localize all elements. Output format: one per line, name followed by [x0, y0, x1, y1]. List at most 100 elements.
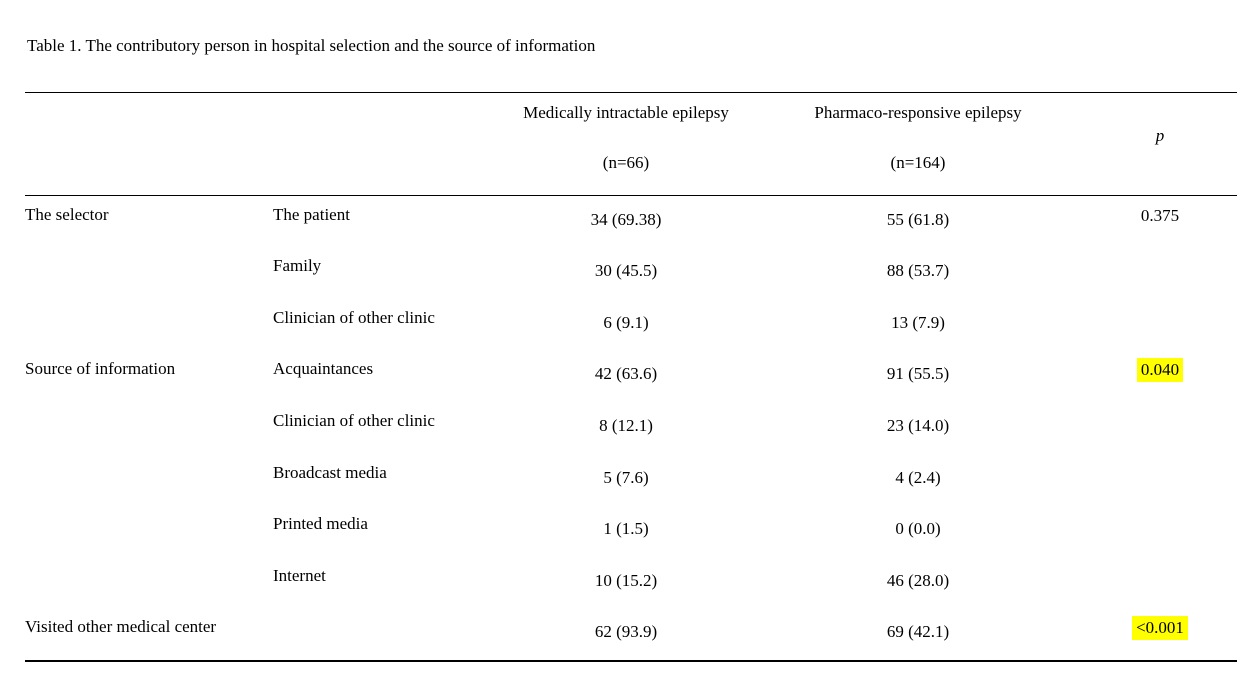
responsive-value-cell: 55 (61.8)	[753, 196, 1083, 248]
p-value-highlighted: <0.001	[1132, 616, 1188, 641]
p-value-cell	[1083, 506, 1237, 558]
p-value-column-label: p	[1155, 126, 1165, 145]
category-label: Source of information	[25, 359, 176, 379]
table-row: Internet 10 (15.2) 46 (28.0)	[25, 557, 1237, 609]
p-value-highlighted: 0.040	[1136, 358, 1184, 383]
header-intractable-n: (n=66)	[602, 153, 650, 172]
table-row: Visited other medical center 62 (93.9) 6…	[25, 609, 1237, 661]
item-label: Internet	[273, 566, 326, 586]
category-label: The selector	[25, 204, 109, 224]
category-cell	[25, 247, 273, 299]
intractable-value-cell: 8 (12.1)	[499, 402, 753, 454]
p-value: 0.375	[1140, 205, 1180, 225]
item-cell: Clinician of other clinic	[273, 402, 499, 454]
responsive-value-cell: 23 (14.0)	[753, 402, 1083, 454]
responsive-value-cell: 88 (53.7)	[753, 247, 1083, 299]
category-cell	[25, 454, 273, 506]
intractable-value-cell: 6 (9.1)	[499, 299, 753, 351]
responsive-value: 55 (61.8)	[886, 209, 950, 229]
responsive-value: 91 (55.5)	[886, 364, 950, 384]
item-cell: Acquaintances	[273, 351, 499, 403]
header-row: Medically intractable epilepsy (n=66) Ph…	[25, 92, 1237, 196]
table-body: The selector The patient 34 (69.38) 55 (…	[25, 196, 1237, 661]
p-value-cell	[1083, 557, 1237, 609]
responsive-value: 0 (0.0)	[895, 519, 941, 539]
p-value-cell	[1083, 247, 1237, 299]
table-row: Clinician of other clinic 6 (9.1) 13 (7.…	[25, 299, 1237, 351]
responsive-value: 69 (42.1)	[886, 622, 950, 642]
category-cell	[25, 402, 273, 454]
category-cell: Source of information	[25, 351, 273, 403]
intractable-value: 34 (69.38)	[590, 209, 662, 229]
header-responsive-n: (n=164)	[890, 153, 946, 172]
category-label: Visited other medical center	[25, 617, 217, 637]
item-cell: The patient	[273, 196, 499, 248]
intractable-value: 10 (15.2)	[594, 571, 658, 591]
responsive-value: 23 (14.0)	[886, 416, 950, 436]
table-header: Medically intractable epilepsy (n=66) Ph…	[25, 92, 1237, 196]
item-label: Family	[273, 256, 322, 276]
item-cell: Clinician of other clinic	[273, 299, 499, 351]
item-label: Printed media	[273, 514, 368, 534]
intractable-value: 42 (63.6)	[594, 364, 658, 384]
header-intractable-label: Medically intractable epilepsy	[523, 103, 729, 122]
header-responsive-label: Pharmaco-responsive epilepsy	[814, 103, 1022, 122]
category-cell	[25, 557, 273, 609]
category-cell: The selector	[25, 196, 273, 248]
table-row: Clinician of other clinic 8 (12.1) 23 (1…	[25, 402, 1237, 454]
intractable-value: 8 (12.1)	[599, 416, 653, 436]
intractable-value: 62 (93.9)	[594, 622, 658, 642]
intractable-value: 30 (45.5)	[594, 261, 658, 281]
category-cell	[25, 299, 273, 351]
item-cell: Internet	[273, 557, 499, 609]
header-cell-empty-category	[25, 92, 273, 196]
p-value-cell	[1083, 402, 1237, 454]
responsive-value-cell: 46 (28.0)	[753, 557, 1083, 609]
item-label: Acquaintances	[273, 359, 374, 379]
header-cell-empty-item	[273, 92, 499, 196]
data-table: Medically intractable epilepsy (n=66) Ph…	[25, 92, 1237, 662]
p-value-cell: 0.040	[1083, 351, 1237, 403]
intractable-value-cell: 30 (45.5)	[499, 247, 753, 299]
responsive-value-cell: 4 (2.4)	[753, 454, 1083, 506]
responsive-value: 46 (28.0)	[886, 571, 950, 591]
intractable-value-cell: 62 (93.9)	[499, 609, 753, 661]
category-cell	[25, 506, 273, 558]
responsive-value-cell: 91 (55.5)	[753, 351, 1083, 403]
header-cell-p: p	[1083, 92, 1237, 196]
table-caption: Table 1. The contributory person in hosp…	[27, 36, 596, 55]
intractable-value: 6 (9.1)	[603, 312, 649, 332]
responsive-value: 4 (2.4)	[895, 467, 941, 487]
item-label: Clinician of other clinic	[273, 307, 435, 327]
table-row: The selector The patient 34 (69.38) 55 (…	[25, 196, 1237, 248]
intractable-value-cell: 10 (15.2)	[499, 557, 753, 609]
responsive-value-cell: 13 (7.9)	[753, 299, 1083, 351]
table-row: Broadcast media 5 (7.6) 4 (2.4)	[25, 454, 1237, 506]
intractable-value-cell: 34 (69.38)	[499, 196, 753, 248]
p-value-cell: 0.375	[1083, 196, 1237, 248]
p-value-cell	[1083, 454, 1237, 506]
responsive-value: 13 (7.9)	[891, 312, 945, 332]
responsive-value: 88 (53.7)	[886, 261, 950, 281]
intractable-value-cell: 5 (7.6)	[499, 454, 753, 506]
item-cell: Family	[273, 247, 499, 299]
header-cell-responsive-group: Pharmaco-responsive epilepsy (n=164)	[753, 92, 1083, 196]
intractable-value: 5 (7.6)	[603, 467, 649, 487]
item-label: Clinician of other clinic	[273, 411, 435, 431]
table-row: Family 30 (45.5) 88 (53.7)	[25, 247, 1237, 299]
item-cell: Broadcast media	[273, 454, 499, 506]
intractable-value-cell: 42 (63.6)	[499, 351, 753, 403]
responsive-value-cell: 69 (42.1)	[753, 609, 1083, 661]
table-row: Printed media 1 (1.5) 0 (0.0)	[25, 506, 1237, 558]
responsive-value-cell: 0 (0.0)	[753, 506, 1083, 558]
item-label: The patient	[273, 204, 350, 224]
p-value-cell	[1083, 299, 1237, 351]
item-cell	[273, 609, 499, 661]
intractable-value-cell: 1 (1.5)	[499, 506, 753, 558]
item-cell: Printed media	[273, 506, 499, 558]
header-cell-intractable-group: Medically intractable epilepsy (n=66)	[499, 92, 753, 196]
item-label: Broadcast media	[273, 462, 387, 482]
table-row: Source of information Acquaintances 42 (…	[25, 351, 1237, 403]
intractable-value: 1 (1.5)	[603, 519, 649, 539]
